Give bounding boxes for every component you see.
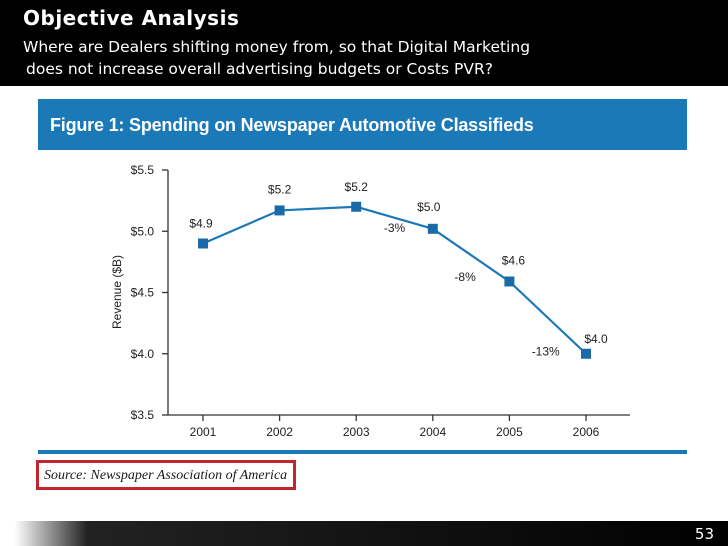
- data-value-label: $4.9: [189, 217, 213, 231]
- percent-change-label: -8%: [454, 270, 476, 284]
- data-value-label: $5.2: [268, 182, 292, 196]
- slide-title: Objective Analysis: [23, 6, 240, 30]
- figure-bottom-rule: [38, 450, 687, 454]
- percent-change-label: -13%: [532, 345, 560, 359]
- percent-change-label: -3%: [384, 221, 406, 235]
- data-point-marker: [427, 223, 438, 234]
- data-point-marker: [581, 348, 591, 359]
- footer-bar: 53: [0, 521, 728, 546]
- x-tick-label: 2006: [573, 425, 600, 439]
- data-value-label: $4.6: [502, 253, 526, 267]
- source-box: Source: Newspaper Association of America: [36, 460, 296, 490]
- data-point-marker: [198, 238, 208, 249]
- y-tick-label: $3.5: [131, 408, 155, 422]
- figure-title: Figure 1: Spending on Newspaper Automoti…: [50, 115, 534, 135]
- series-line: [202, 205, 587, 355]
- y-tick-label: $5.0: [131, 224, 155, 238]
- data-point-marker: [504, 276, 515, 287]
- y-axis-title: Revenue ($B): [110, 255, 124, 329]
- x-tick-label: 2001: [190, 425, 217, 439]
- slide-subtitle-line-1: Where are Dealers shifting money from, s…: [23, 38, 531, 56]
- data-point-marker: [351, 201, 362, 212]
- y-tick-label: $4.5: [131, 286, 155, 300]
- slide-subtitle-line-2: does not increase overall advertising bu…: [26, 60, 493, 78]
- x-tick-label: 2005: [496, 425, 523, 439]
- data-point-marker: [274, 205, 285, 216]
- x-tick-label: 2004: [419, 425, 446, 439]
- y-tick-label: $4.0: [131, 347, 155, 361]
- page-number: 53: [694, 525, 714, 543]
- figure-title-banner: Figure 1: Spending on Newspaper Automoti…: [38, 99, 687, 150]
- x-tick-label: 2003: [343, 425, 370, 439]
- data-value-label: $5.0: [417, 200, 441, 214]
- source-text: Source: Newspaper Association of America: [44, 468, 288, 483]
- header-bar: Objective Analysis Where are Dealers shi…: [0, 0, 728, 86]
- y-tick-label: $5.5: [131, 163, 155, 177]
- x-tick-label: 2002: [266, 425, 293, 439]
- data-value-label: $4.0: [584, 332, 608, 346]
- data-value-label: $5.2: [345, 180, 369, 194]
